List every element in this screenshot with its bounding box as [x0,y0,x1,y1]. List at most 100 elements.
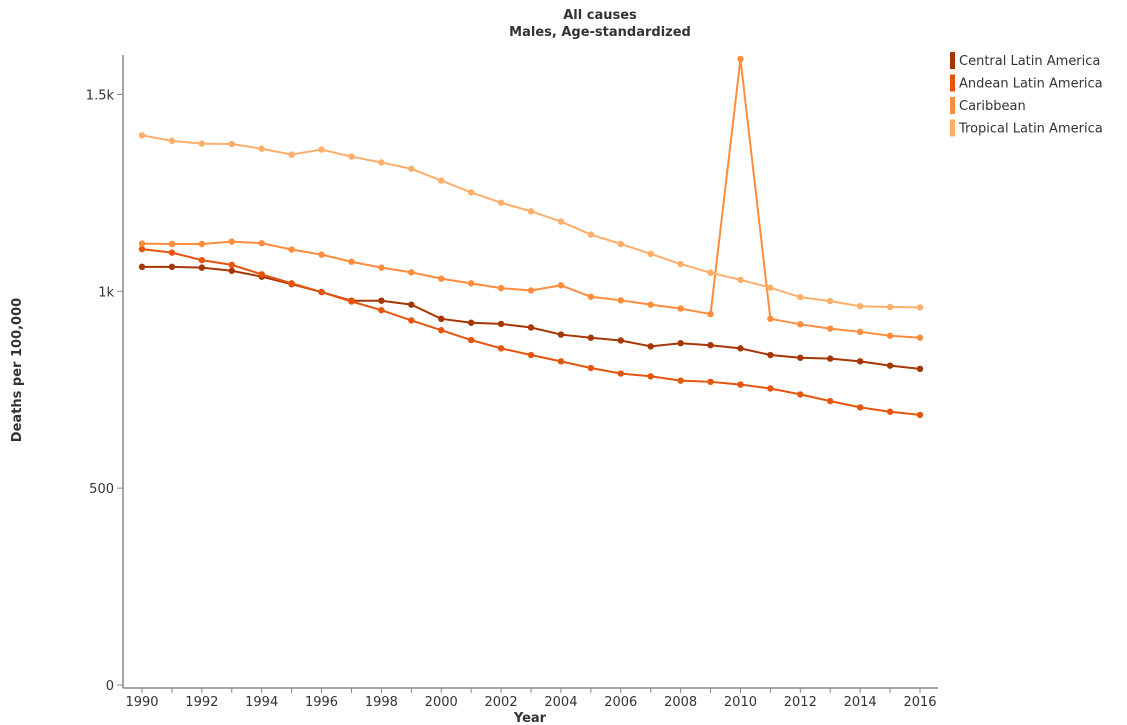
data-point[interactable] [378,159,385,166]
data-point[interactable] [198,256,206,264]
data-point[interactable] [198,264,206,271]
data-point[interactable] [886,303,894,311]
data-point[interactable] [827,297,834,305]
data-point[interactable] [467,189,475,196]
data-point[interactable] [677,340,684,347]
data-point[interactable] [617,337,624,344]
data-point[interactable] [737,276,744,284]
data-point[interactable] [228,261,235,269]
data-point[interactable] [378,306,385,314]
data-point[interactable] [288,151,295,158]
data-point[interactable] [797,293,804,301]
data-point[interactable] [318,146,325,153]
data-point[interactable] [527,351,535,359]
data-point[interactable] [258,271,265,278]
data-point[interactable] [647,250,654,258]
data-point[interactable] [527,324,535,331]
data-point[interactable] [527,287,535,294]
data-point[interactable] [438,177,445,184]
data-point[interactable] [138,240,146,247]
data-point[interactable] [497,284,505,292]
data-point[interactable] [318,288,325,296]
data-point[interactable] [827,397,834,405]
data-point[interactable] [168,263,176,271]
data-point[interactable] [348,258,355,265]
legend-label[interactable]: Tropical Latin America [958,122,1103,137]
legend-label[interactable]: Central Latin America [959,54,1100,69]
legend-swatch[interactable] [950,52,955,69]
data-point[interactable] [916,304,924,311]
data-point[interactable] [856,404,864,411]
data-point[interactable] [886,408,894,415]
data-point[interactable] [737,381,744,388]
data-point[interactable] [707,269,714,276]
data-point[interactable] [587,293,595,300]
data-point[interactable] [886,362,894,369]
data-point[interactable] [258,240,265,247]
data-point[interactable] [138,245,146,253]
data-point[interactable] [767,284,774,291]
data-point[interactable] [438,315,445,323]
data-point[interactable] [647,343,654,350]
data-point[interactable] [138,132,146,139]
data-point[interactable] [557,331,565,338]
data-point[interactable] [228,267,235,274]
data-point[interactable] [198,140,206,147]
data-point[interactable] [408,301,415,308]
legend-swatch[interactable] [950,119,955,137]
data-point[interactable] [258,145,265,152]
data-point[interactable] [138,263,146,271]
data-point[interactable] [288,246,295,253]
data-point[interactable] [587,334,595,341]
legend-swatch[interactable] [950,74,955,92]
data-point[interactable] [677,377,684,384]
data-point[interactable] [856,358,864,365]
data-point[interactable] [557,282,565,289]
data-point[interactable] [916,334,924,341]
data-point[interactable] [797,321,804,328]
data-point[interactable] [168,240,176,248]
data-point[interactable] [467,319,475,326]
data-point[interactable] [497,199,505,206]
data-point[interactable] [408,317,415,324]
data-point[interactable] [557,218,565,225]
data-point[interactable] [856,328,864,336]
data-point[interactable] [827,325,834,332]
data-point[interactable] [707,341,714,349]
data-point[interactable] [408,269,415,276]
data-point[interactable] [737,345,744,352]
data-point[interactable] [797,354,804,361]
data-point[interactable] [767,385,774,392]
data-point[interactable] [288,280,295,287]
data-point[interactable] [228,140,235,148]
data-point[interactable] [827,355,834,362]
data-point[interactable] [557,358,565,365]
data-point[interactable] [767,351,774,359]
data-point[interactable] [408,165,415,172]
data-point[interactable] [737,55,744,63]
legend-swatch[interactable] [950,97,955,114]
data-point[interactable] [168,137,176,145]
data-point[interactable] [886,332,894,339]
legend-label[interactable]: Andean Latin America [959,77,1103,92]
data-point[interactable] [168,249,176,256]
data-point[interactable] [497,345,505,352]
data-point[interactable] [587,364,595,372]
data-point[interactable] [587,231,595,238]
data-point[interactable] [378,297,385,304]
data-point[interactable] [467,280,475,287]
data-point[interactable] [617,370,624,377]
data-point[interactable] [707,310,714,318]
data-point[interactable] [677,260,684,268]
data-point[interactable] [647,373,654,380]
data-point[interactable] [348,298,355,305]
data-point[interactable] [438,275,445,282]
data-point[interactable] [348,153,355,160]
data-point[interactable] [707,378,714,386]
data-point[interactable] [318,251,325,258]
data-point[interactable] [198,240,206,248]
data-point[interactable] [856,303,864,310]
data-point[interactable] [617,240,624,248]
data-point[interactable] [378,264,385,271]
data-point[interactable] [467,336,475,344]
